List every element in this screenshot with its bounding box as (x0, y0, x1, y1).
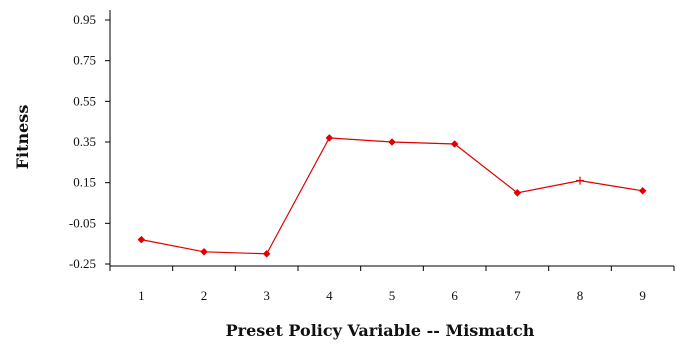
data-point-marker (450, 140, 459, 148)
y-tick-label: 0.55 (73, 93, 96, 108)
data-point-marker (262, 249, 271, 258)
x-tick-label: 8 (577, 288, 584, 303)
y-tick-label: 0.15 (73, 175, 96, 190)
x-tick-label: 2 (201, 288, 208, 303)
series-line (141, 137, 643, 255)
data-point-marker (576, 176, 584, 185)
y-tick-label: 0.35 (73, 134, 96, 149)
data-point-marker (325, 134, 334, 142)
y-tick-group: 0.95 0.75 0.55 0.35 0.15 -0.05 -0.25 (69, 12, 110, 271)
y-tick-label: 0.75 (73, 53, 96, 68)
x-tick-label: 5 (389, 288, 396, 303)
y-tick-label: 0.95 (73, 12, 96, 27)
data-point-marker (638, 186, 647, 195)
y-tick-label: -0.25 (69, 256, 96, 271)
x-tick-label: 7 (514, 288, 521, 303)
x-tick-label: 6 (451, 288, 458, 303)
x-tick-label: 9 (639, 288, 646, 303)
x-tick-label: 1 (138, 288, 145, 303)
series-layer (137, 134, 647, 258)
x-tick-label: 4 (326, 288, 333, 303)
data-point-marker (388, 138, 396, 146)
y-axis-title: Fitness (13, 105, 32, 170)
x-tick-label: 3 (263, 288, 270, 303)
data-point-marker (513, 188, 522, 197)
x-tick-group: 1 2 3 4 5 6 7 8 9 (109, 266, 675, 303)
x-axis-title: Preset Policy Variable -- Mismatch (226, 321, 535, 340)
y-tick-label: -0.05 (69, 215, 96, 230)
data-point-marker (200, 247, 208, 256)
data-point-marker (137, 235, 146, 244)
